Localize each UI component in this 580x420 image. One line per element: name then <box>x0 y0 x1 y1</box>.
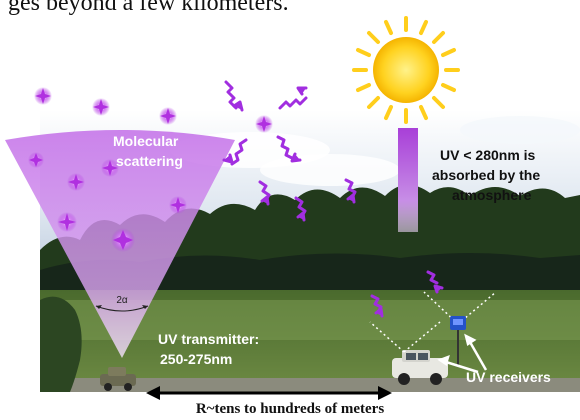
uv-photon-icon <box>169 196 187 214</box>
angle-arrow-right <box>142 305 148 309</box>
header-text: ges beyond a few kilometers. <box>8 0 289 16</box>
molecular-scattering-label: Molecular scattering <box>113 133 183 169</box>
transmitter-line2: 250-275nm <box>160 351 232 367</box>
sun-icon <box>352 16 460 124</box>
cloud <box>460 116 580 144</box>
uv-photons <box>28 87 273 252</box>
receiver-vehicle <box>392 350 448 385</box>
wavy-arrow-icon <box>276 135 302 163</box>
transmitter-line1: UV transmitter: <box>158 331 259 347</box>
uv-photon-icon <box>92 98 110 116</box>
wavy-arrow-icon <box>294 196 307 222</box>
wavy-arrow-icon <box>370 294 384 318</box>
uv-absorb-line3: atmosphere <box>452 187 532 203</box>
wavy-arrow-icon <box>222 138 248 166</box>
absorption-text: UV < 280nm is absorbed by the atmosphere <box>432 147 540 203</box>
uv-photon-icon <box>28 152 44 168</box>
molecular-line1: Molecular <box>113 133 179 149</box>
uv-absorb-line2: absorbed by the <box>432 167 540 183</box>
page-header-text: ges beyond a few kilometers. <box>0 0 580 20</box>
uv-photon-icon <box>159 107 177 125</box>
range-arrow <box>146 386 392 400</box>
uv-photon-icon <box>101 159 119 177</box>
wavy-arrow-icon <box>344 178 357 204</box>
receiver-arrows <box>437 333 488 374</box>
receiver-icon <box>450 316 466 366</box>
vehicle-icon <box>100 367 136 391</box>
transmitter-label: UV transmitter: 250-275nm <box>158 331 259 367</box>
wavy-arrow-icon <box>224 80 244 112</box>
angle-label: 2α <box>116 295 128 306</box>
wavy-arrows <box>222 80 444 318</box>
uv-photon-icon <box>67 173 85 191</box>
wavy-arrow-icon <box>258 180 271 206</box>
range-caption: R~tens to hundreds of meters <box>195 401 385 417</box>
tree-shadow <box>40 253 580 300</box>
angle-arrow-left <box>96 305 102 309</box>
uv-photon-icon <box>34 87 52 105</box>
molecular-line2: scattering <box>116 153 183 169</box>
uv-absorb-line1: UV < 280nm is <box>440 147 536 163</box>
wavy-arrow-icon <box>278 86 308 110</box>
left-tree <box>40 296 82 392</box>
uv-absorption-beam <box>398 128 418 232</box>
road <box>40 378 580 392</box>
cloud <box>260 154 400 186</box>
wavy-arrow-icon <box>426 270 444 294</box>
uv-photon-icon <box>255 115 273 133</box>
angle-arc <box>95 305 149 312</box>
receivers-label: UV receivers <box>466 369 551 385</box>
uv-photon-icon <box>111 228 135 252</box>
receiver-fov-lines <box>369 291 497 353</box>
uv-photon-icon <box>57 212 77 232</box>
